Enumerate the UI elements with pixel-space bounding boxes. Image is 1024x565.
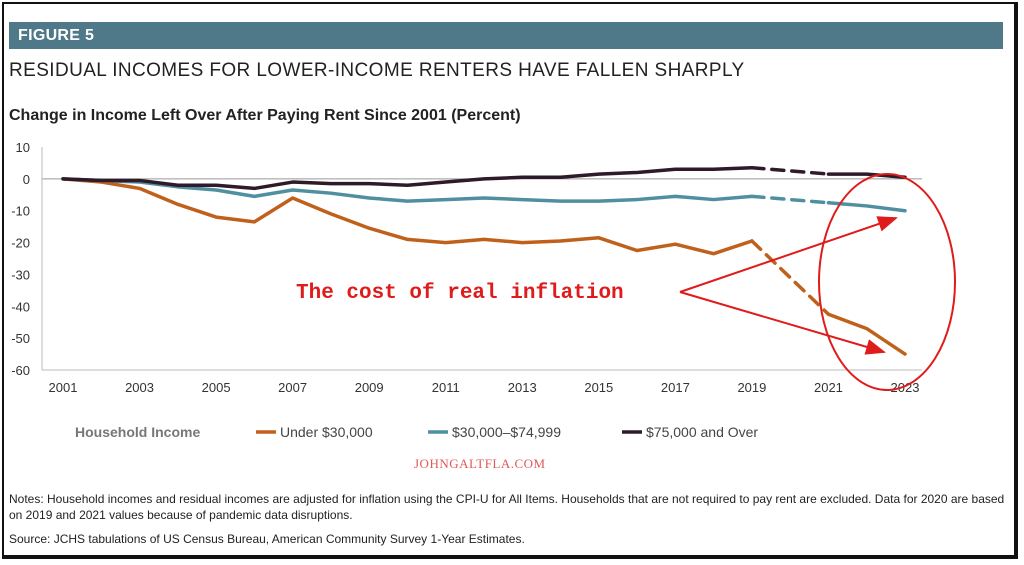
x-tick-label: 2021 [814, 380, 843, 395]
x-tick-label: 2013 [508, 380, 537, 395]
chart-source: Source: JCHS tabulations of US Census Bu… [9, 532, 525, 546]
annotation-arrow-upper [679, 216, 898, 293]
legend-label: $30,000–$74,999 [452, 424, 561, 440]
series-line-0 [61, 177, 754, 256]
chart-notes: Notes: Household incomes and residual in… [9, 492, 1005, 522]
x-tick-label: 2009 [355, 380, 384, 395]
y-tick-label: -10 [11, 204, 30, 219]
annotation-arrow-lower [679, 291, 886, 355]
x-tick-label: 2005 [202, 380, 231, 395]
y-tick-label: 0 [23, 172, 30, 187]
y-tick-label: -20 [11, 236, 30, 251]
figure-label: FIGURE 5 [9, 22, 1003, 49]
x-tick-label: 2001 [49, 380, 78, 395]
series-dashed-segment-1 [750, 194, 831, 205]
series-dashed-segment-2 [750, 165, 831, 176]
x-tick-label: 2023 [891, 380, 920, 395]
x-tick-label: 2011 [432, 380, 460, 395]
y-tick-label: -50 [11, 331, 30, 346]
y-tick-label: -60 [11, 363, 30, 378]
series-line-tail-2 [826, 172, 907, 180]
figure-headline: RESIDUAL INCOMES FOR LOWER-INCOME RENTER… [9, 60, 745, 81]
legend-label: Under $30,000 [280, 424, 373, 440]
x-tick-label: 2007 [278, 380, 307, 395]
y-tick-label: -30 [11, 267, 30, 282]
annotation-ellipse [818, 173, 956, 391]
x-tick-label: 2015 [584, 380, 613, 395]
series-dashed-segment-0 [750, 239, 831, 316]
y-tick-label: -40 [11, 299, 30, 314]
legend-title: Household Income [75, 424, 200, 440]
x-tick-label: 2019 [737, 380, 766, 395]
y-tick-label: 10 [16, 140, 30, 155]
series-line-2 [61, 165, 754, 191]
line-chart: 10 0 -10 -20 -30 -40 -50 -60 2001 2003 2005 2007 200… [11, 140, 956, 440]
chart-title: Change in Income Left Over After Paying … [9, 107, 521, 124]
figure-frame [2, 2, 1018, 559]
watermark: JOHNGALTFLA.COM [414, 456, 546, 471]
x-tick-label: 2003 [125, 380, 154, 395]
series-line-tail-0 [826, 312, 907, 356]
x-tick-label: 2017 [661, 380, 690, 395]
legend-label: $75,000 and Over [646, 424, 758, 440]
annotation-text: The cost of real inflation [296, 282, 624, 305]
